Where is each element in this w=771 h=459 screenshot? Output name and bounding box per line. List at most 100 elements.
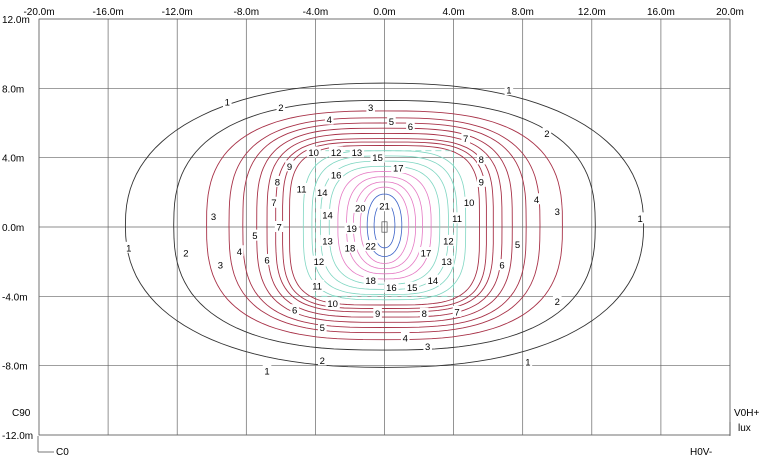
contour-label: 1 bbox=[638, 214, 643, 225]
contour-label-bg bbox=[209, 210, 218, 222]
contour-label: 3 bbox=[555, 207, 560, 218]
contour-label: 5 bbox=[320, 323, 325, 334]
contour-label-bg bbox=[542, 127, 552, 139]
contour-label: 12 bbox=[314, 257, 325, 268]
contour-label: 1 bbox=[525, 358, 530, 369]
contour-label-bg bbox=[635, 212, 645, 224]
contour-label: 17 bbox=[421, 249, 432, 260]
contour-label-bg bbox=[273, 175, 282, 187]
contour-label-bg bbox=[441, 234, 456, 246]
x-tick-label: 20.0m bbox=[716, 7, 744, 18]
contour-label: 9 bbox=[479, 177, 484, 188]
contour-label-bg bbox=[366, 101, 375, 113]
y-tick-label: 0.0m bbox=[2, 223, 24, 234]
contour-label-bg bbox=[276, 101, 286, 113]
contour-label-bg bbox=[216, 259, 225, 271]
contour-label-bg bbox=[532, 193, 541, 205]
contour-label: 10 bbox=[327, 299, 338, 310]
contour-label: 7 bbox=[271, 198, 276, 209]
contour-label: 5 bbox=[252, 231, 257, 242]
contour-label: 21 bbox=[379, 202, 390, 213]
contour-label-bg bbox=[274, 221, 284, 232]
contour-label: 8 bbox=[275, 177, 280, 188]
x-tick-label: -20.0m bbox=[23, 7, 54, 18]
x-tick-label: -4.0m bbox=[303, 7, 329, 18]
contour-label: 2 bbox=[555, 297, 560, 308]
contour-label: 14 bbox=[322, 210, 333, 221]
contour-label: 6 bbox=[292, 306, 297, 317]
x-tick-label: -16.0m bbox=[93, 7, 124, 18]
y-tick-label: -8.0m bbox=[2, 362, 28, 373]
contour-label-bg bbox=[552, 295, 562, 307]
corner-label-c0: C0 bbox=[56, 447, 69, 458]
contour-ring bbox=[302, 150, 467, 301]
contour-label-bg bbox=[387, 115, 396, 127]
contour-label: 18 bbox=[345, 243, 356, 254]
contour-label-bg bbox=[363, 240, 378, 252]
contour-label: 17 bbox=[393, 164, 404, 175]
contour-label: 2 bbox=[278, 103, 283, 114]
x-tick-label: 4.0m bbox=[442, 7, 464, 18]
contour-label-bg bbox=[310, 279, 325, 291]
contour-ring bbox=[366, 193, 403, 257]
x-tick-label: 16.0m bbox=[647, 7, 675, 18]
y-tick-label: 12.0m bbox=[2, 15, 30, 26]
contour-label: 2 bbox=[183, 249, 188, 260]
contour-label: 4 bbox=[327, 115, 332, 126]
contour-label-bg bbox=[423, 340, 432, 352]
contour-ring bbox=[289, 145, 480, 306]
contour-label: 4 bbox=[237, 247, 242, 258]
contour-ring bbox=[328, 165, 441, 285]
contour-ring bbox=[337, 171, 432, 280]
contour-label: 3 bbox=[218, 261, 223, 272]
contour-label: 7 bbox=[276, 223, 281, 234]
contour-label-bg bbox=[318, 354, 327, 366]
contour-label: 1 bbox=[126, 243, 131, 254]
contour-label-bg bbox=[391, 162, 406, 174]
contour-labels: 1111112222233333444455556666777788899910… bbox=[124, 84, 645, 377]
contour-label-bg bbox=[370, 151, 385, 163]
contour-label-bg bbox=[353, 201, 368, 213]
contour-label-bg bbox=[384, 281, 399, 293]
luminaire-marker bbox=[381, 221, 388, 233]
contour-label-bg bbox=[342, 241, 358, 253]
contour-ring bbox=[173, 100, 596, 351]
contour-label: 11 bbox=[297, 184, 307, 195]
contour-label: 13 bbox=[322, 236, 333, 247]
area-outline bbox=[314, 150, 454, 297]
x-tick-label: -12.0m bbox=[162, 7, 193, 18]
contour-label: 9 bbox=[287, 162, 292, 173]
contour-label: 6 bbox=[499, 261, 504, 272]
contour-label: 1 bbox=[225, 98, 230, 109]
contour-label-bg bbox=[349, 146, 364, 158]
contour-label-bg bbox=[329, 169, 344, 180]
contour-label-bg bbox=[262, 364, 272, 376]
contour-label-bg bbox=[462, 196, 477, 208]
corner-label-h0v: H0V- bbox=[690, 447, 712, 458]
contour-label-bg bbox=[222, 96, 232, 108]
contour-label-bg bbox=[425, 274, 440, 286]
contour-label: 16 bbox=[386, 283, 397, 294]
contour-label: 2 bbox=[320, 356, 325, 367]
contour-label: 10 bbox=[464, 198, 475, 209]
contour-label: 13 bbox=[352, 148, 363, 159]
contour-label-bg bbox=[311, 255, 326, 267]
contour-label: 4 bbox=[403, 333, 408, 344]
grid-lines bbox=[38, 18, 731, 436]
contour-label-bg bbox=[325, 297, 340, 309]
contour-label-bg bbox=[497, 259, 507, 271]
contour-label-bg bbox=[400, 331, 410, 343]
contour-label: 3 bbox=[211, 212, 216, 223]
contour-label: 3 bbox=[368, 103, 373, 114]
contour-label: 8 bbox=[422, 309, 427, 320]
contour-label: 3 bbox=[425, 342, 430, 353]
contour-label-bg bbox=[406, 120, 415, 132]
contour-label: 4 bbox=[534, 195, 539, 206]
x-tick-label: 0.0m bbox=[373, 7, 395, 18]
x-tick-label: 12.0m bbox=[578, 7, 606, 18]
contour-label: 5 bbox=[389, 117, 394, 128]
corner-label-v0h: V0H+ bbox=[734, 408, 759, 419]
contour-label: 20 bbox=[355, 203, 366, 214]
contour-label-bg bbox=[306, 146, 321, 158]
